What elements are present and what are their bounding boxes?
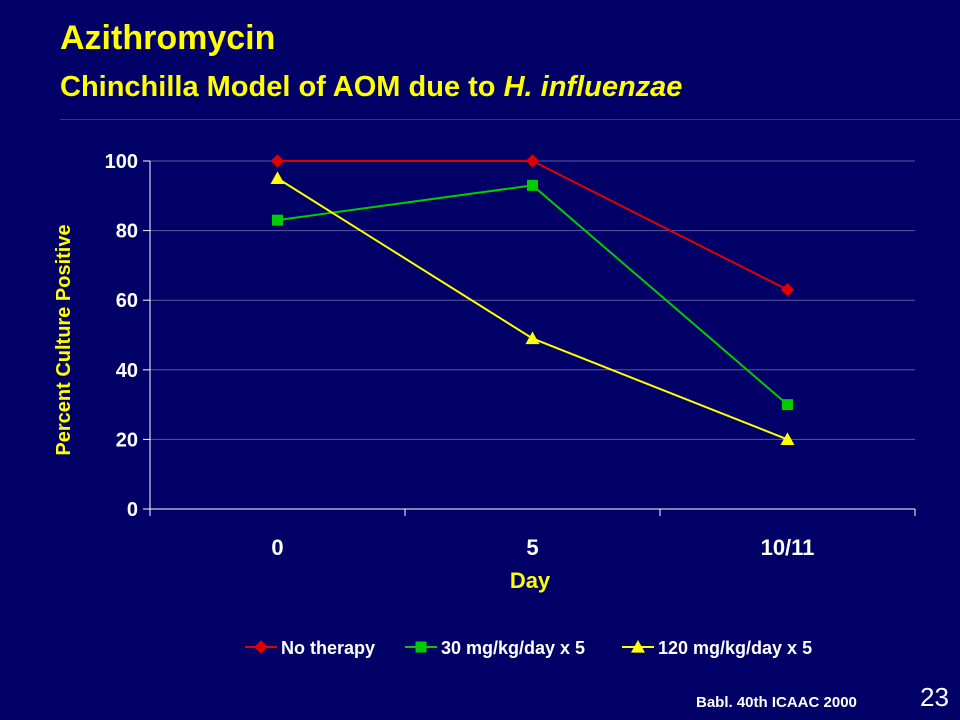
series-line	[276, 177, 788, 441]
x-tick-label: 10/11	[761, 535, 815, 560]
axes: 0 20 40 60 80 100 0 5 10/11	[105, 151, 916, 560]
legend: No therapy 30 mg/kg/day x 5 120 mg/kg/day …	[245, 638, 812, 658]
data-point	[272, 214, 283, 226]
x-axis-label: Day	[510, 568, 551, 593]
data-point	[525, 154, 540, 168]
legend-label: No therapy	[281, 638, 375, 658]
data-point	[780, 283, 795, 297]
y-tick-label: 40	[116, 360, 138, 382]
page-number: 23	[920, 682, 949, 712]
y-tick-label: 60	[116, 290, 138, 312]
legend-marker	[254, 640, 268, 654]
legend-item: 120 mg/kg/day x 5	[622, 638, 812, 658]
legend-item: No therapy	[245, 638, 375, 658]
data-point	[782, 399, 793, 411]
series-line	[277, 184, 789, 406]
x-tick-label: 5	[526, 535, 538, 560]
data-point	[527, 179, 538, 191]
subtitle-italic: H. influenzae	[503, 71, 683, 103]
series-1	[270, 154, 795, 297]
legend-label: 30 mg/kg/day x 5	[441, 638, 585, 658]
legend-item: 30 mg/kg/day x 5	[405, 638, 585, 658]
series-layer	[270, 154, 795, 445]
data-point	[780, 432, 795, 445]
subtitle-main: Chinchilla Model of AOM due to	[60, 71, 504, 103]
slide-subtitle: Chinchilla Model of AOM due to H. influe…	[60, 70, 682, 104]
data-point	[525, 331, 540, 345]
series-2	[272, 179, 793, 411]
slide-title: Azithromycin	[60, 19, 276, 57]
y-tick-label: 0	[127, 499, 138, 521]
legend-marker	[631, 640, 645, 653]
legend-marker	[415, 641, 427, 653]
x-tick-label: 0	[271, 535, 283, 560]
data-point	[270, 171, 285, 184]
source-citation: Babl. 40th ICAAC 2000	[696, 694, 857, 711]
y-tick-label: 80	[116, 221, 138, 243]
data-point	[270, 154, 285, 168]
y-tick-label: 20	[116, 429, 138, 451]
gridlines	[150, 160, 915, 440]
series-3	[270, 171, 795, 445]
legend-label: 120 mg/kg/day x 5	[658, 638, 812, 658]
title-divider	[60, 119, 960, 120]
y-axis-label: Percent Culture Positive	[53, 224, 75, 455]
y-tick-label: 100	[105, 151, 138, 173]
